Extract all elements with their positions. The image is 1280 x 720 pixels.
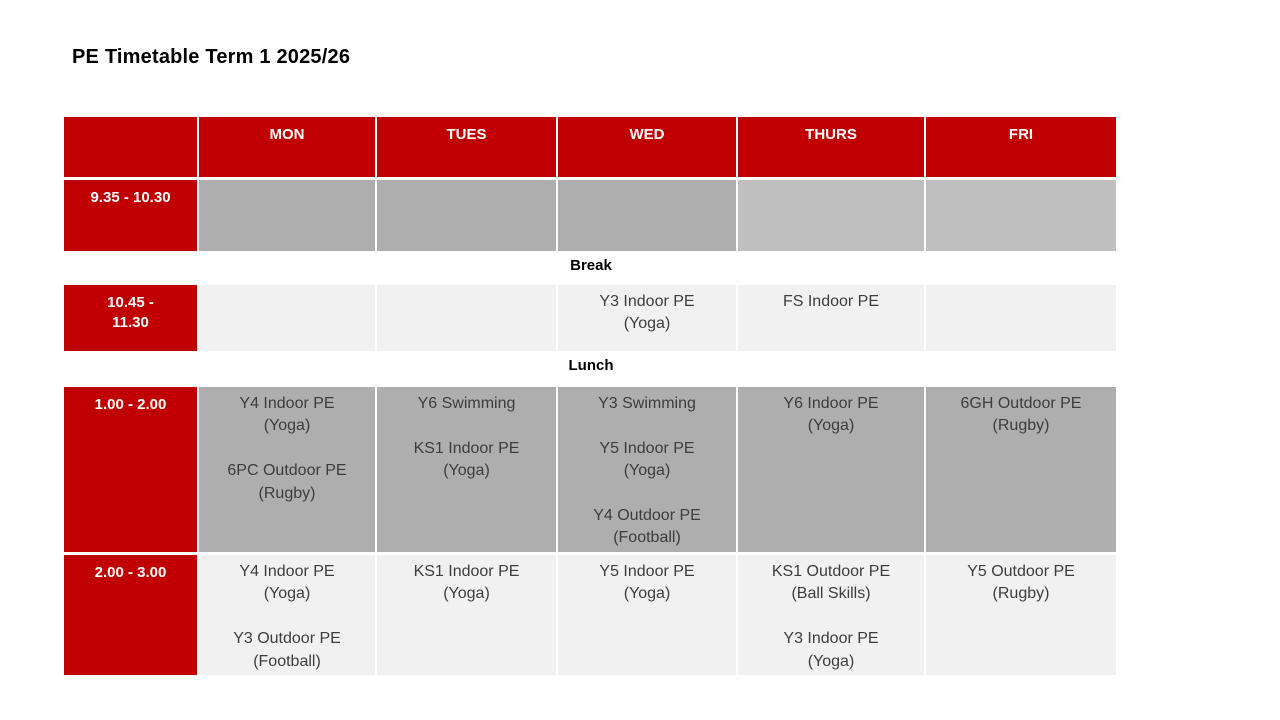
cell-r2-wed: Y3 Indoor PE (Yoga) — [558, 285, 736, 351]
cell-r2-thurs: FS Indoor PE — [738, 285, 924, 351]
cell-r3-tues: Y6 Swimming KS1 Indoor PE (Yoga) — [377, 387, 556, 552]
header-cell-fri: FRI — [926, 117, 1116, 177]
time-cell-100-200: 1.00 - 2.00 — [64, 387, 197, 552]
row-200-300: 2.00 - 3.00 Y4 Indoor PE (Yoga) Y3 Outdo… — [64, 555, 1118, 675]
cell-r4-thurs: KS1 Outdoor PE (Ball Skills) Y3 Indoor P… — [738, 555, 924, 675]
cell-r4-wed: Y5 Indoor PE (Yoga) — [558, 555, 736, 675]
header-cell-tues: TUES — [377, 117, 556, 177]
cell-r2-fri — [926, 285, 1116, 351]
cell-r3-mon: Y4 Indoor PE (Yoga) 6PC Outdoor PE (Rugb… — [199, 387, 375, 552]
cell-r3-fri: 6GH Outdoor PE (Rugby) — [926, 387, 1116, 552]
cell-r1-tues — [377, 180, 556, 251]
lunch-row: Lunch — [64, 354, 1118, 384]
cell-r1-wed — [558, 180, 736, 251]
row-100-200: 1.00 - 2.00 Y4 Indoor PE (Yoga) 6PC Outd… — [64, 387, 1118, 552]
cell-r3-wed: Y3 Swimming Y5 Indoor PE (Yoga) Y4 Outdo… — [558, 387, 736, 552]
cell-r2-tues — [377, 285, 556, 351]
time-cell-200-300: 2.00 - 3.00 — [64, 555, 197, 675]
cell-r2-mon — [199, 285, 375, 351]
row-1045-1130: 10.45 - 11.30 Y3 Indoor PE (Yoga) FS Ind… — [64, 285, 1118, 351]
row-935-1030: 9.35 - 10.30 — [64, 180, 1118, 251]
cell-r4-tues: KS1 Indoor PE (Yoga) — [377, 555, 556, 675]
break-row: Break — [64, 254, 1118, 282]
cell-r1-mon — [199, 180, 375, 251]
header-cell-wed: WED — [558, 117, 736, 177]
time-cell-1045-1130: 10.45 - 11.30 — [64, 285, 197, 351]
cell-r1-thurs — [738, 180, 924, 251]
break-label: Break — [570, 257, 612, 274]
header-cell-thurs: THURS — [738, 117, 924, 177]
header-cell-empty — [64, 117, 197, 177]
cell-r3-thurs: Y6 Indoor PE (Yoga) — [738, 387, 924, 552]
header-row: MON TUES WED THURS FRI — [64, 117, 1118, 177]
page-title: PE Timetable Term 1 2025/26 — [72, 46, 351, 68]
time-cell-935-1030: 9.35 - 10.30 — [64, 180, 197, 251]
lunch-label: Lunch — [568, 357, 614, 374]
cell-r4-mon: Y4 Indoor PE (Yoga) Y3 Outdoor PE (Footb… — [199, 555, 375, 675]
pe-timetable: MON TUES WED THURS FRI 9.35 - 10.30 Brea… — [64, 117, 1118, 678]
header-cell-mon: MON — [199, 117, 375, 177]
cell-r4-fri: Y5 Outdoor PE (Rugby) — [926, 555, 1116, 675]
cell-r1-fri — [926, 180, 1116, 251]
